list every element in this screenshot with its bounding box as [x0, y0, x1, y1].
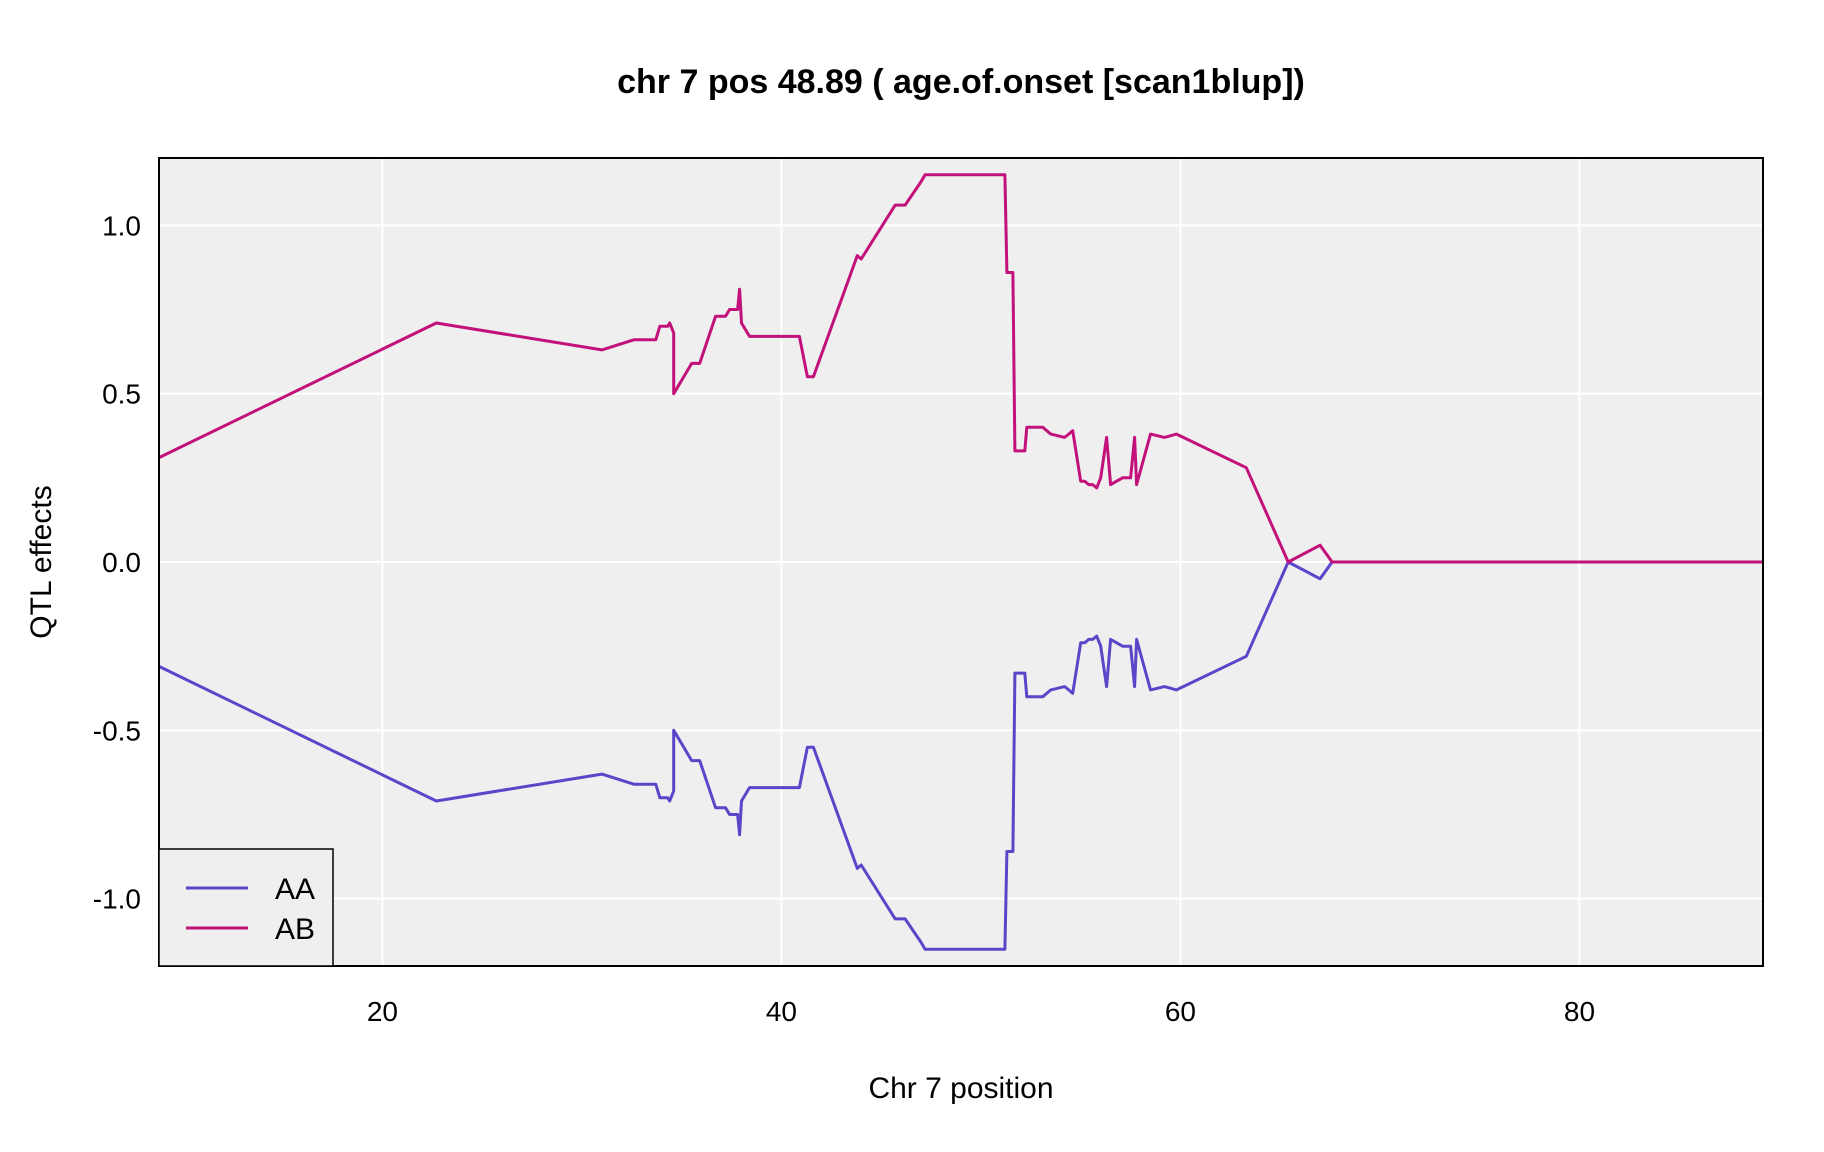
plot-frame — [158, 157, 1764, 967]
y-tick-label: -0.5 — [93, 715, 141, 746]
x-tick-label: 20 — [367, 996, 398, 1027]
y-tick-label: -1.0 — [93, 884, 141, 915]
chart-title: chr 7 pos 48.89 ( age.of.onset [scan1blu… — [617, 63, 1305, 101]
y-tick-label: 0.5 — [102, 379, 141, 410]
series-layer — [158, 173, 1763, 951]
series-line-aa — [158, 560, 1763, 951]
x-tick-label: 80 — [1564, 996, 1595, 1027]
legend: AA AB — [158, 848, 334, 967]
x-tick-label: 60 — [1165, 996, 1196, 1027]
y-axis-ticks: -1.0 -0.5 0.0 0.5 1.0 — [93, 210, 141, 914]
y-axis-label: QTL effects — [25, 485, 58, 638]
y-tick-label: 1.0 — [102, 210, 141, 241]
x-tick-label: 40 — [766, 996, 797, 1027]
legend-box — [158, 848, 334, 967]
series-line-ab — [158, 173, 1763, 564]
x-axis-label: Chr 7 position — [868, 1072, 1053, 1105]
y-tick-label: 0.0 — [102, 547, 141, 578]
legend-label-aa: AA — [275, 873, 315, 906]
x-axis-ticks: 20 40 60 80 — [367, 996, 1595, 1027]
legend-label-ab: AB — [275, 913, 315, 946]
